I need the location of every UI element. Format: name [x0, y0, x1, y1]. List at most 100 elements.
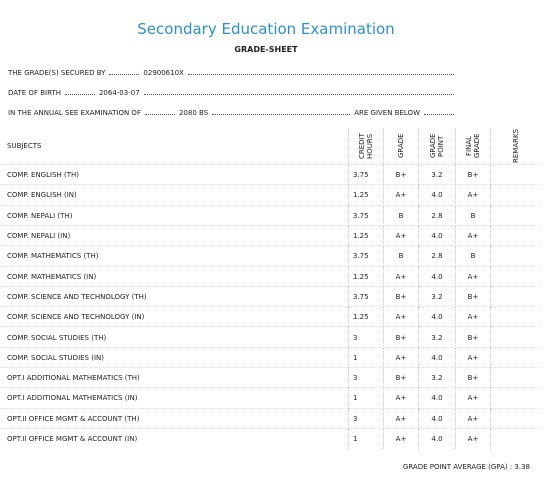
cell-text: 4.0 — [431, 435, 443, 444]
cell-text: 2.8 — [431, 211, 443, 220]
table-row: COMP. MATHEMATICS (TH) 3.75 B 2.8 B — [0, 245, 540, 267]
cell: COMP. NEPALI (TH) — [0, 206, 348, 226]
leader — [187, 68, 454, 75]
cell: B+ — [383, 286, 418, 308]
cell-text: OPT.I ADDITIONAL MATHEMATICS (IN) — [7, 394, 138, 403]
header-cell: CREDIT HOURS — [348, 128, 383, 164]
subtitle: GRADE-SHEET — [234, 45, 298, 54]
table-row: COMP. ENGLISH (IN) 1.25 A+ 4.0 A+ — [0, 184, 540, 206]
leader — [109, 68, 140, 75]
cell: 3.75 — [348, 165, 383, 186]
cell: COMP. SCIENCE AND TECHNOLOGY (TH) — [0, 287, 348, 307]
cell — [490, 388, 540, 409]
cell: A+ — [455, 388, 490, 409]
column-header: CREDIT HOURS — [358, 133, 374, 159]
cell: 1 — [348, 388, 383, 409]
cell: COMP. MATHEMATICS (IN) — [0, 267, 348, 287]
cell: 3 — [348, 368, 383, 389]
gpa-value: 3.38 — [514, 463, 530, 471]
table-row: COMP. MATHEMATICS (IN) 1.25 A+ 4.0 A+ — [0, 265, 540, 287]
cell: A+ — [383, 266, 418, 287]
leader — [143, 88, 454, 95]
leader — [144, 108, 175, 115]
column-header: FINAL GRADE — [465, 133, 481, 159]
cell-text: B+ — [467, 374, 479, 383]
cell: 3 — [348, 408, 383, 429]
header-cell: FINAL GRADE — [455, 128, 490, 164]
table-row: COMP. SCIENCE AND TECHNOLOGY (IN) 1.25 A+ 4… — [0, 306, 540, 328]
cell-text: B+ — [467, 333, 479, 342]
cell — [490, 428, 540, 450]
info-value: 2080 BS — [178, 109, 209, 117]
cell: 3.2 — [418, 327, 455, 348]
cell-text: 3.75 — [353, 211, 369, 220]
cell: B+ — [383, 368, 418, 389]
cell: B+ — [383, 327, 418, 348]
cell-text: A+ — [395, 313, 407, 322]
info-label: THE GRADE(S) SECURED BY — [8, 69, 106, 77]
cell: COMP. SCIENCE AND TECHNOLOGY (IN) — [0, 307, 348, 327]
column-header: GRADE POINT — [429, 133, 445, 159]
cell-text: 1 — [353, 353, 358, 362]
cell: OPT.I ADDITIONAL MATHEMATICS (TH) — [0, 368, 348, 388]
cell: A+ — [455, 307, 490, 328]
cell-text: 3.2 — [431, 374, 443, 383]
cell: COMP. ENGLISH (TH) — [0, 165, 348, 185]
cell-text: 1.25 — [353, 313, 369, 322]
cell — [490, 225, 540, 247]
cell: A+ — [383, 347, 418, 368]
cell: 3.2 — [418, 368, 455, 389]
cell: A+ — [455, 428, 490, 450]
cell-text: 1.25 — [353, 232, 369, 241]
cell: B+ — [383, 165, 418, 186]
cell-text: 1.25 — [353, 191, 369, 200]
leader — [64, 88, 95, 95]
cell: 4.0 — [418, 347, 455, 368]
cell-text: OPT.II OFFICE MGMT & ACCOUNT (IN) — [7, 435, 138, 444]
table-row: OPT.II OFFICE MGMT & ACCOUNT (IN) 1 A+ 4.0 A… — [0, 427, 540, 450]
cell-text: 3 — [353, 333, 358, 342]
cell-text: B+ — [395, 333, 407, 342]
cell: 1 — [348, 428, 383, 450]
column-header: GRADE — [397, 133, 405, 159]
cell: B — [383, 205, 418, 226]
cell-text: COMP. SCIENCE AND TECHNOLOGY (IN) — [7, 313, 145, 322]
cell-text: COMP. NEPALI (TH) — [7, 211, 73, 220]
cell: OPT.II OFFICE MGMT & ACCOUNT (IN) — [0, 429, 348, 449]
cell: B — [383, 246, 418, 267]
table-row: OPT.I ADDITIONAL MATHEMATICS (IN) 1 A+ 4.0 A… — [0, 387, 540, 409]
cell-text: A+ — [395, 414, 407, 423]
cell-text: B — [398, 211, 404, 220]
cell-text: A+ — [395, 394, 407, 403]
cell — [490, 327, 540, 348]
cell-text: 3.2 — [431, 333, 443, 342]
cell-text: A+ — [395, 191, 407, 200]
cell-text: B+ — [395, 171, 407, 180]
table-row: OPT.II OFFICE MGMT & ACCOUNT (TH) 3 A+ 4.0 A… — [0, 407, 540, 429]
info-line: IN THE ANNUAL SEE EXAMINATION OF 2080 BS A… — [8, 108, 458, 117]
cell: 4.0 — [418, 307, 455, 328]
cell: 4.0 — [418, 388, 455, 409]
cell-text: 4.0 — [431, 232, 443, 241]
cell: 3.75 — [348, 205, 383, 226]
header-cell: SUBJECTS — [0, 128, 348, 164]
leader — [424, 108, 454, 115]
cell: 4.0 — [418, 185, 455, 206]
cell-text: COMP. NEPALI (IN) — [7, 232, 71, 241]
cell-text: A+ — [395, 232, 407, 241]
cell-text: COMP. SOCIAL STUDIES (IN) — [7, 353, 104, 362]
cell: 4.0 — [418, 266, 455, 287]
cell: A+ — [455, 408, 490, 429]
cell: 3 — [348, 327, 383, 348]
cell: A+ — [383, 185, 418, 206]
cell: 1.25 — [348, 185, 383, 206]
gpa: GRADE POINT AVERAGE (GPA) : 3.38 — [403, 463, 530, 471]
header-cell: GRADE — [383, 128, 418, 164]
cell-text: B+ — [467, 171, 479, 180]
column-header: SUBJECTS — [7, 142, 42, 150]
info-line: DATE OF BIRTH 2064-03-07 — [8, 88, 458, 97]
info-suffix: ARE GIVEN BELOW — [354, 109, 420, 117]
cell — [490, 307, 540, 328]
title: Secondary Education Examination — [137, 20, 395, 38]
table-row: COMP. ENGLISH (TH) 3.75 B+ 3.2 B+ — [0, 164, 540, 186]
